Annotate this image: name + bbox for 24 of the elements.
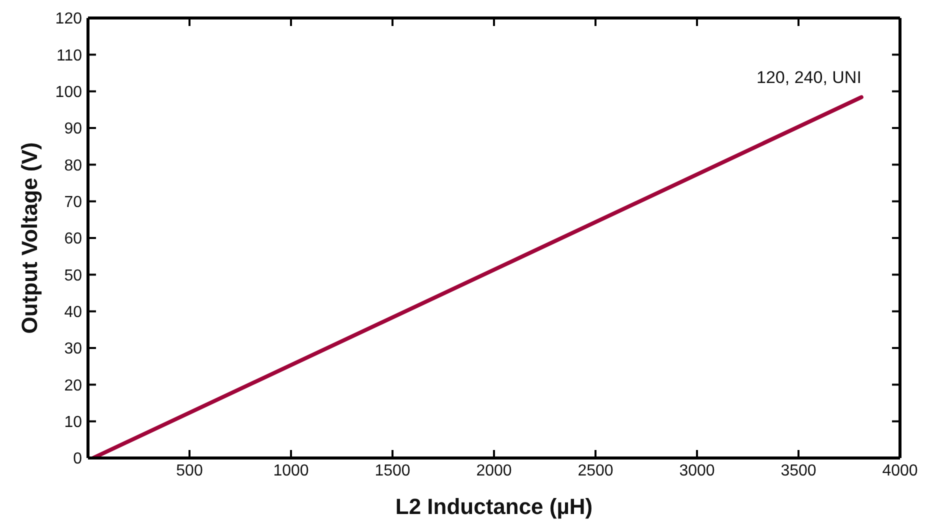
x-tick-label: 2000 xyxy=(476,462,512,480)
y-tick-label: 20 xyxy=(64,377,82,394)
x-tick-label: 1000 xyxy=(273,462,309,480)
y-tick-label: 110 xyxy=(56,47,82,64)
x-tick-label: 1500 xyxy=(374,462,410,480)
y-tick-label: 80 xyxy=(64,157,82,174)
x-axis-title: L2 Inductance (µH) xyxy=(395,494,593,519)
y-tick-label: 90 xyxy=(64,120,82,138)
y-tick-label: 120 xyxy=(55,10,82,28)
series-label: 120, 240, UNI xyxy=(756,68,862,88)
y-tick-label: 70 xyxy=(64,194,82,212)
x-tick-label: 2500 xyxy=(578,462,614,480)
x-tick-label: 3500 xyxy=(780,462,816,480)
y-tick-label: 60 xyxy=(64,230,82,248)
y-tick-label: 100 xyxy=(55,84,82,102)
y-tick-label: 0 xyxy=(73,450,82,468)
y-tick-label: 40 xyxy=(64,304,82,322)
y-axis-title: Output Voltage (V) xyxy=(16,142,42,334)
y-tick-label: 50 xyxy=(64,267,82,284)
y-tick-label: 10 xyxy=(64,414,82,432)
y-tick-label: 30 xyxy=(64,340,82,358)
x-tick-label: 3000 xyxy=(679,462,715,480)
x-tick-label: 500 xyxy=(176,462,203,480)
x-tick-label: 4000 xyxy=(882,462,918,480)
